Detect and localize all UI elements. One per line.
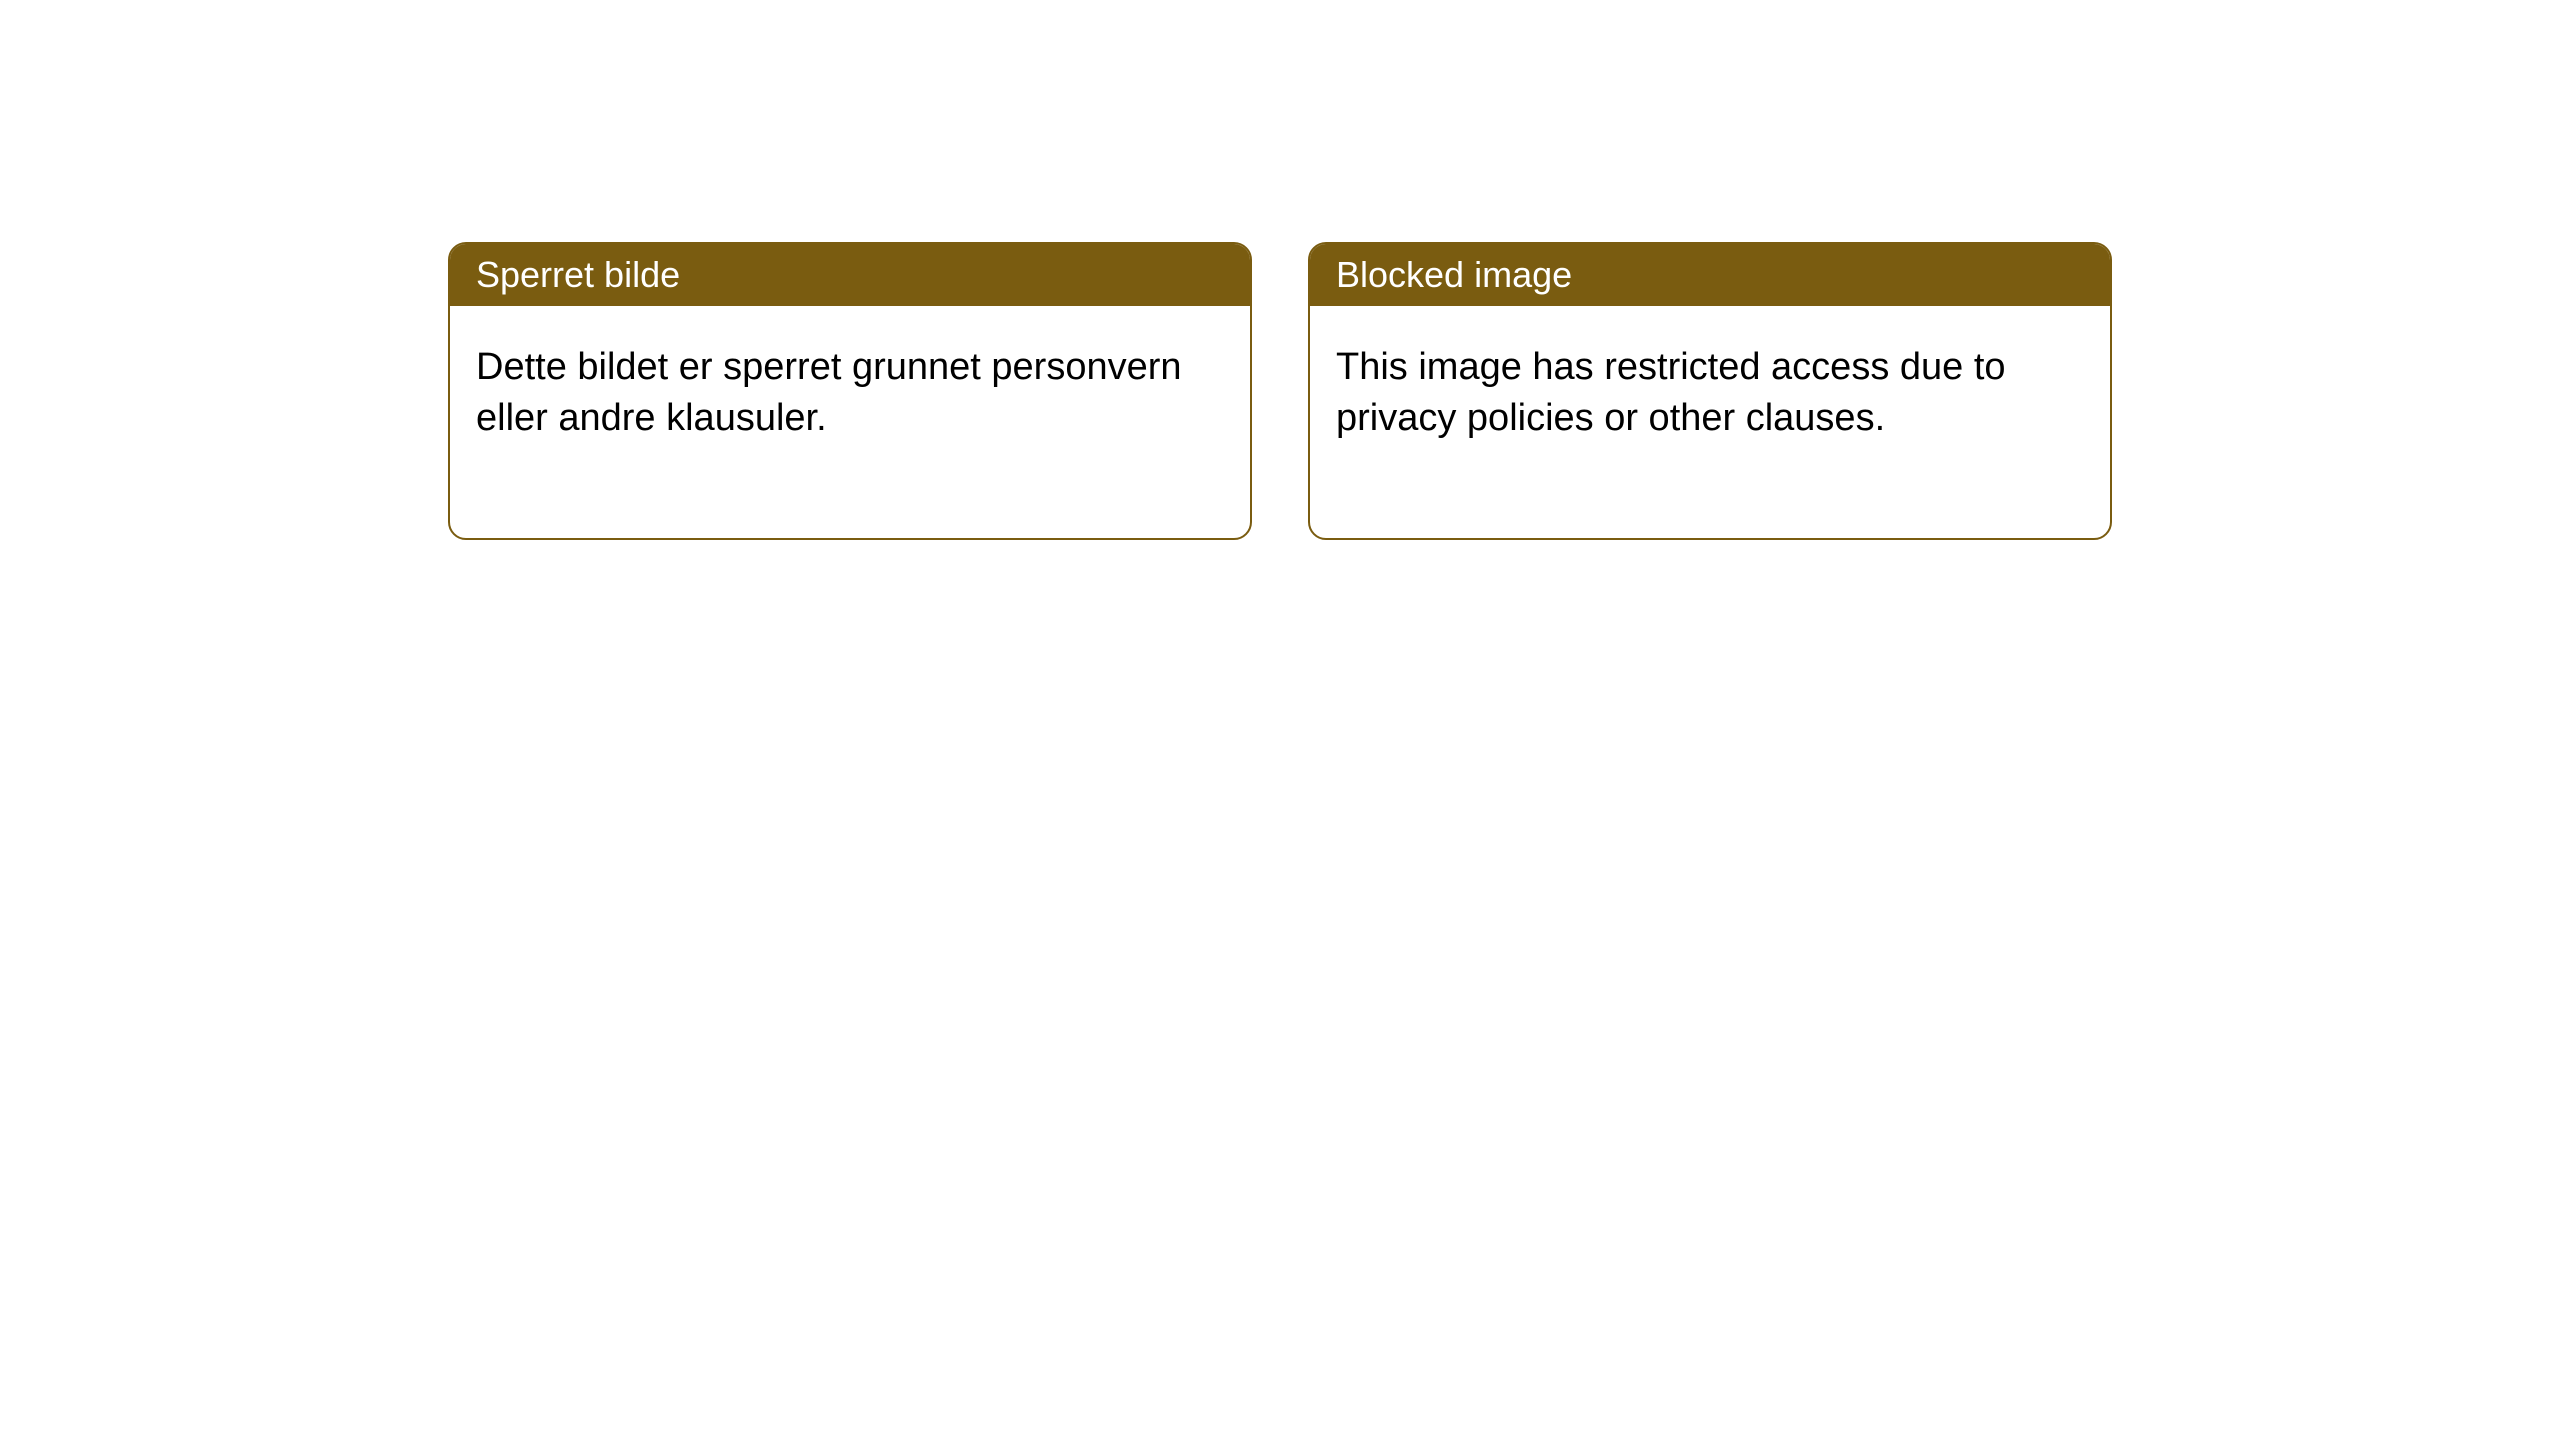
notice-cards-container: Sperret bilde Dette bildet er sperret gr… — [448, 242, 2112, 540]
notice-card-english: Blocked image This image has restricted … — [1308, 242, 2112, 540]
card-body: Dette bildet er sperret grunnet personve… — [450, 306, 1250, 538]
card-title: Blocked image — [1336, 254, 1572, 295]
card-title: Sperret bilde — [476, 254, 680, 295]
card-header: Blocked image — [1310, 244, 2110, 306]
card-body-text: This image has restricted access due to … — [1336, 342, 2084, 445]
card-header: Sperret bilde — [450, 244, 1250, 306]
card-body-text: Dette bildet er sperret grunnet personve… — [476, 342, 1224, 445]
card-body: This image has restricted access due to … — [1310, 306, 2110, 538]
notice-card-norwegian: Sperret bilde Dette bildet er sperret gr… — [448, 242, 1252, 540]
